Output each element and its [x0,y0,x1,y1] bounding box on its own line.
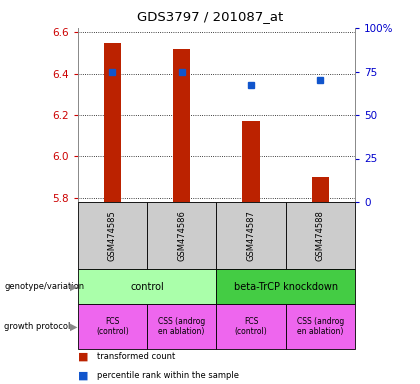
Text: ▶: ▶ [70,321,77,331]
Text: control: control [130,281,164,291]
Text: ■: ■ [78,371,88,381]
Bar [286,202,355,269]
Text: GSM474587: GSM474587 [247,210,255,261]
Text: FCS
(control): FCS (control) [96,317,129,336]
Bar [216,269,355,304]
Text: GDS3797 / 201087_at: GDS3797 / 201087_at [137,10,283,23]
Bar [216,202,286,269]
Bar [78,269,216,304]
Bar [104,43,121,202]
Bar [286,304,355,349]
Text: GSM474588: GSM474588 [316,210,325,261]
Bar [242,121,260,202]
Bar [216,304,286,349]
Text: beta-TrCP knockdown: beta-TrCP knockdown [234,281,338,291]
Text: FCS
(control): FCS (control) [235,317,267,336]
Bar [147,202,216,269]
Text: ■: ■ [78,351,88,361]
Bar [78,304,147,349]
Bar [147,304,216,349]
Text: transformed count: transformed count [97,352,175,361]
Bar [78,202,147,269]
Text: CSS (androg
en ablation): CSS (androg en ablation) [297,317,344,336]
Bar [312,177,329,202]
Text: GSM474585: GSM474585 [108,210,117,261]
Text: CSS (androg
en ablation): CSS (androg en ablation) [158,317,205,336]
Text: percentile rank within the sample: percentile rank within the sample [97,371,239,380]
Bar [173,49,190,202]
Text: GSM474586: GSM474586 [177,210,186,261]
Text: genotype/variation: genotype/variation [4,282,84,291]
Text: growth protocol: growth protocol [4,322,71,331]
Text: ▶: ▶ [70,281,77,291]
